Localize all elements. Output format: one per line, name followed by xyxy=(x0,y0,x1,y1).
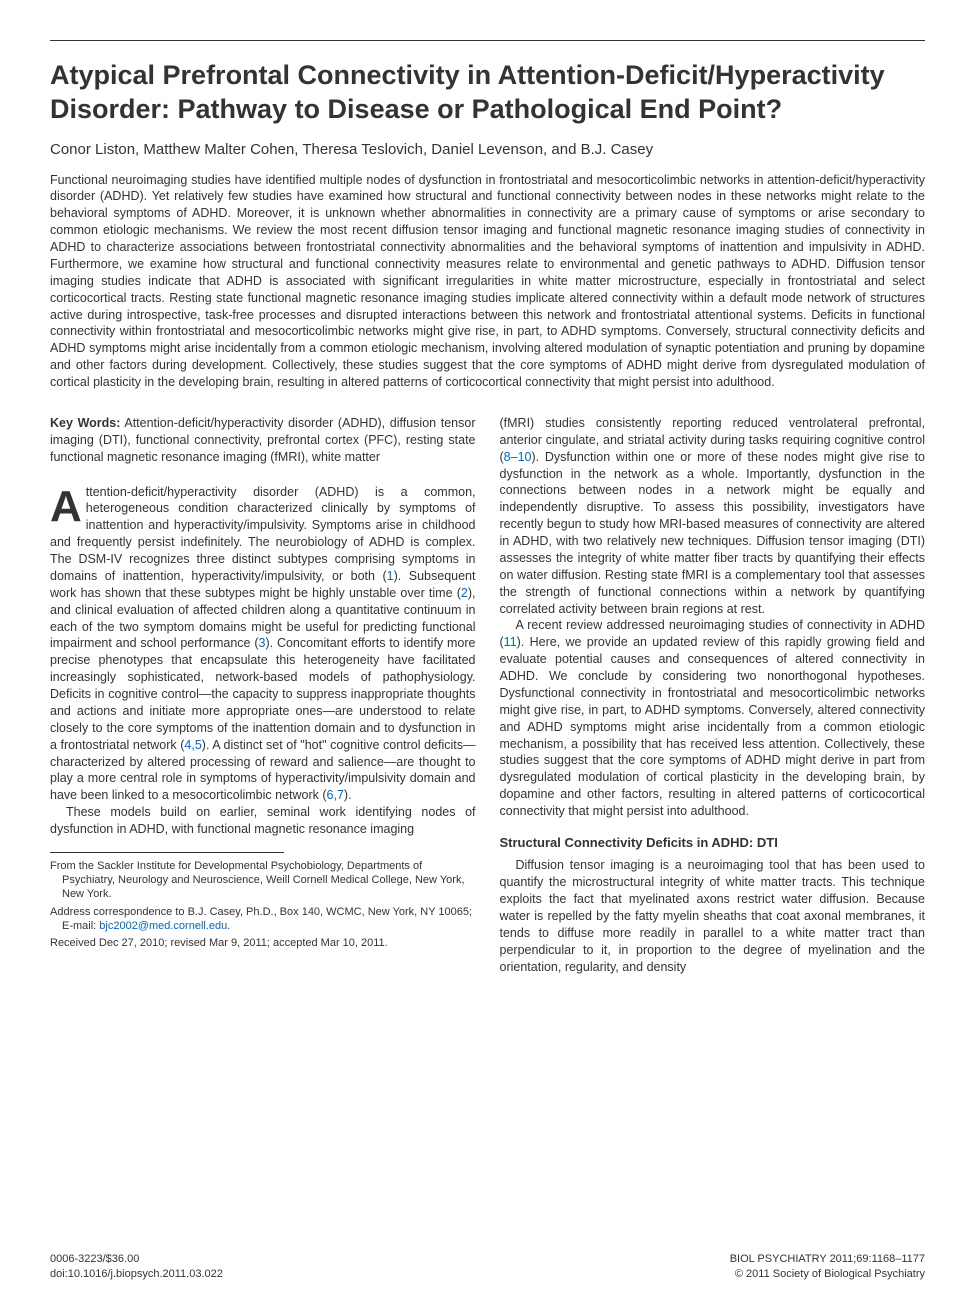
article-title: Atypical Prefrontal Connectivity in Atte… xyxy=(50,59,925,127)
correspondence-text-b: . xyxy=(227,920,230,932)
dropcap: A xyxy=(50,484,86,525)
body-columns: Key Words: Attention-deficit/hyperactivi… xyxy=(50,415,925,976)
citation-link[interactable]: 2 xyxy=(461,586,468,600)
p1-seg-f: ). xyxy=(344,788,352,802)
p1-seg-d: ). Concomitant efforts to identify more … xyxy=(50,636,476,751)
footnote-separator xyxy=(50,852,284,859)
citation-link[interactable]: 1 xyxy=(387,569,394,583)
email-link[interactable]: bjc2002@med.cornell.edu xyxy=(99,920,227,932)
citation-link[interactable]: 6,7 xyxy=(327,788,344,802)
keywords-label: Key Words: xyxy=(50,416,120,430)
citation-link[interactable]: 4,5 xyxy=(184,738,201,752)
footer-doi: doi:10.1016/j.biopsych.2011.03.022 xyxy=(50,1267,223,1281)
citation-link[interactable]: 11 xyxy=(504,635,517,649)
intro-para-1: Attention-deficit/hyperactivity disorder… xyxy=(50,484,476,805)
citation-link[interactable]: 8–10 xyxy=(504,450,532,464)
footer-left: 0006-3223/$36.00 doi:10.1016/j.biopsych.… xyxy=(50,1252,223,1281)
top-rule xyxy=(50,40,925,41)
footer-copyright: © 2011 Society of Biological Psychiatry xyxy=(730,1267,925,1281)
abstract-text: Functional neuroimaging studies have ide… xyxy=(50,172,925,391)
footer-right: BIOL PSYCHIATRY 2011;69:1168–1177 © 2011… xyxy=(730,1252,925,1281)
rp2-seg-b: ). Here, we provide an updated review of… xyxy=(500,635,926,818)
dates-footnote: Received Dec 27, 2010; revised Mar 9, 20… xyxy=(50,936,476,950)
author-list: Conor Liston, Matthew Malter Cohen, Ther… xyxy=(50,141,925,158)
affiliation-footnote: From the Sackler Institute for Developme… xyxy=(50,859,476,902)
page-footer: 0006-3223/$36.00 doi:10.1016/j.biopsych.… xyxy=(50,1252,925,1281)
right-para-3: Diffusion tensor imaging is a neuroimagi… xyxy=(500,857,926,975)
rp1-seg-b: ). Dysfunction within one or more of the… xyxy=(500,450,926,616)
intro-para-2: These models build on earlier, seminal w… xyxy=(50,804,476,838)
keywords-block: Key Words: Attention-deficit/hyperactivi… xyxy=(50,415,476,466)
right-para-1: (fMRI) studies consistently reporting re… xyxy=(500,415,926,618)
left-column: Key Words: Attention-deficit/hyperactivi… xyxy=(50,415,476,976)
footer-price: 0006-3223/$36.00 xyxy=(50,1252,223,1266)
section-heading-dti: Structural Connectivity Deficits in ADHD… xyxy=(500,834,926,852)
footer-journal: BIOL PSYCHIATRY 2011;69:1168–1177 xyxy=(730,1252,925,1266)
right-column: (fMRI) studies consistently reporting re… xyxy=(500,415,926,976)
correspondence-footnote: Address correspondence to B.J. Casey, Ph… xyxy=(50,905,476,934)
right-para-2: A recent review addressed neuroimaging s… xyxy=(500,617,926,820)
